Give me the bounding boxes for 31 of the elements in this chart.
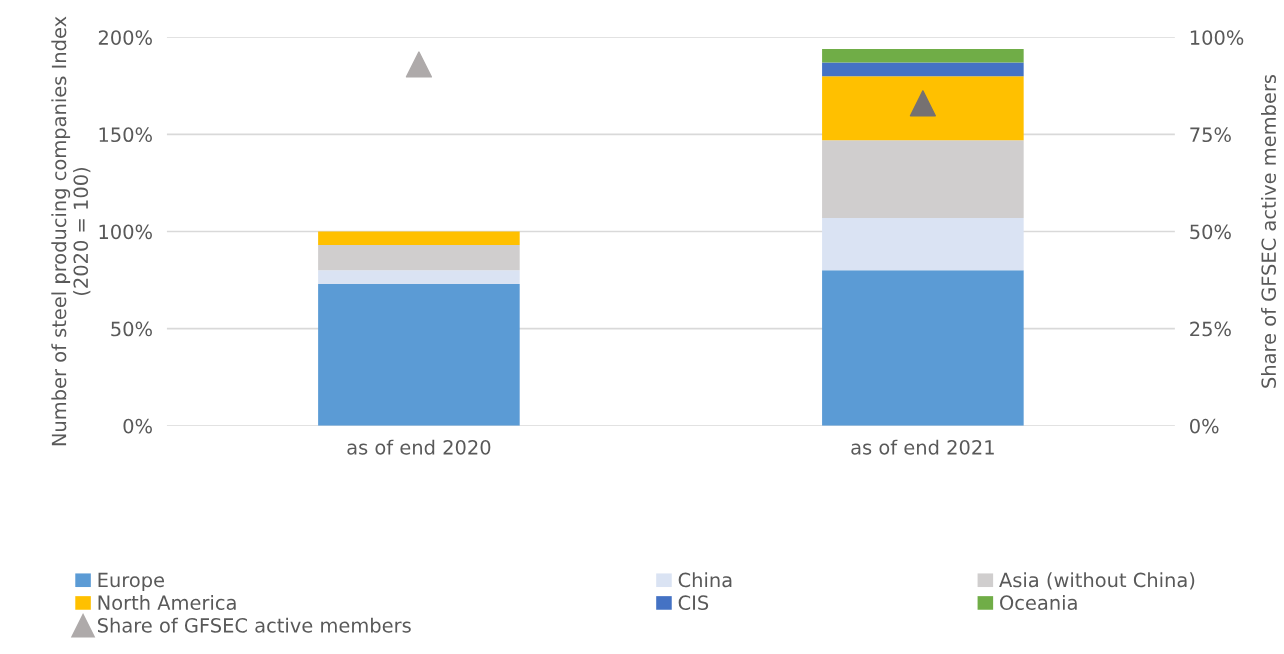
- y2-tick-label: 50%: [1190, 224, 1231, 240]
- x-tick-label: as of end 2021: [851, 439, 994, 455]
- bar: [822, 48, 1024, 63]
- legend-label: CIS: [678, 595, 709, 611]
- y2-tick-label: 0%: [1190, 418, 1219, 434]
- y2-tick-label: 100%: [1190, 30, 1244, 45]
- bar: [318, 231, 520, 246]
- legend-label: China: [678, 572, 732, 588]
- bar: [318, 245, 520, 271]
- y2-axis-title: Share of GFSEC active members: [1261, 74, 1277, 388]
- y2-tick-label: 75%: [1190, 127, 1231, 143]
- bar: [318, 283, 520, 426]
- bar: [822, 76, 1024, 141]
- legend-label: Europe: [98, 572, 164, 592]
- bar: [822, 270, 1024, 426]
- legend-label: Oceania: [1000, 594, 1077, 611]
- bar: [822, 217, 1024, 271]
- y-tick-label: 200%: [98, 30, 152, 45]
- y2-tick-label: 25%: [1190, 321, 1231, 337]
- x-tick-label: as of end 2020: [347, 439, 491, 455]
- y-axis-title: Number of steel producing companies Index (2020 = 100): [51, 16, 91, 446]
- legend-label: Asia (without China): [999, 572, 1195, 590]
- bar: [318, 270, 520, 284]
- y-tick-label: 100%: [99, 224, 152, 240]
- legend-label: Share of GFSEC active members: [97, 617, 411, 633]
- bar: [822, 140, 1024, 218]
- y-tick-label: 150%: [99, 127, 152, 143]
- y-tick-label: 0%: [123, 418, 152, 434]
- y-tick-label: 50%: [111, 321, 152, 337]
- bar: [822, 62, 1024, 77]
- legend-label: North America: [98, 594, 236, 611]
